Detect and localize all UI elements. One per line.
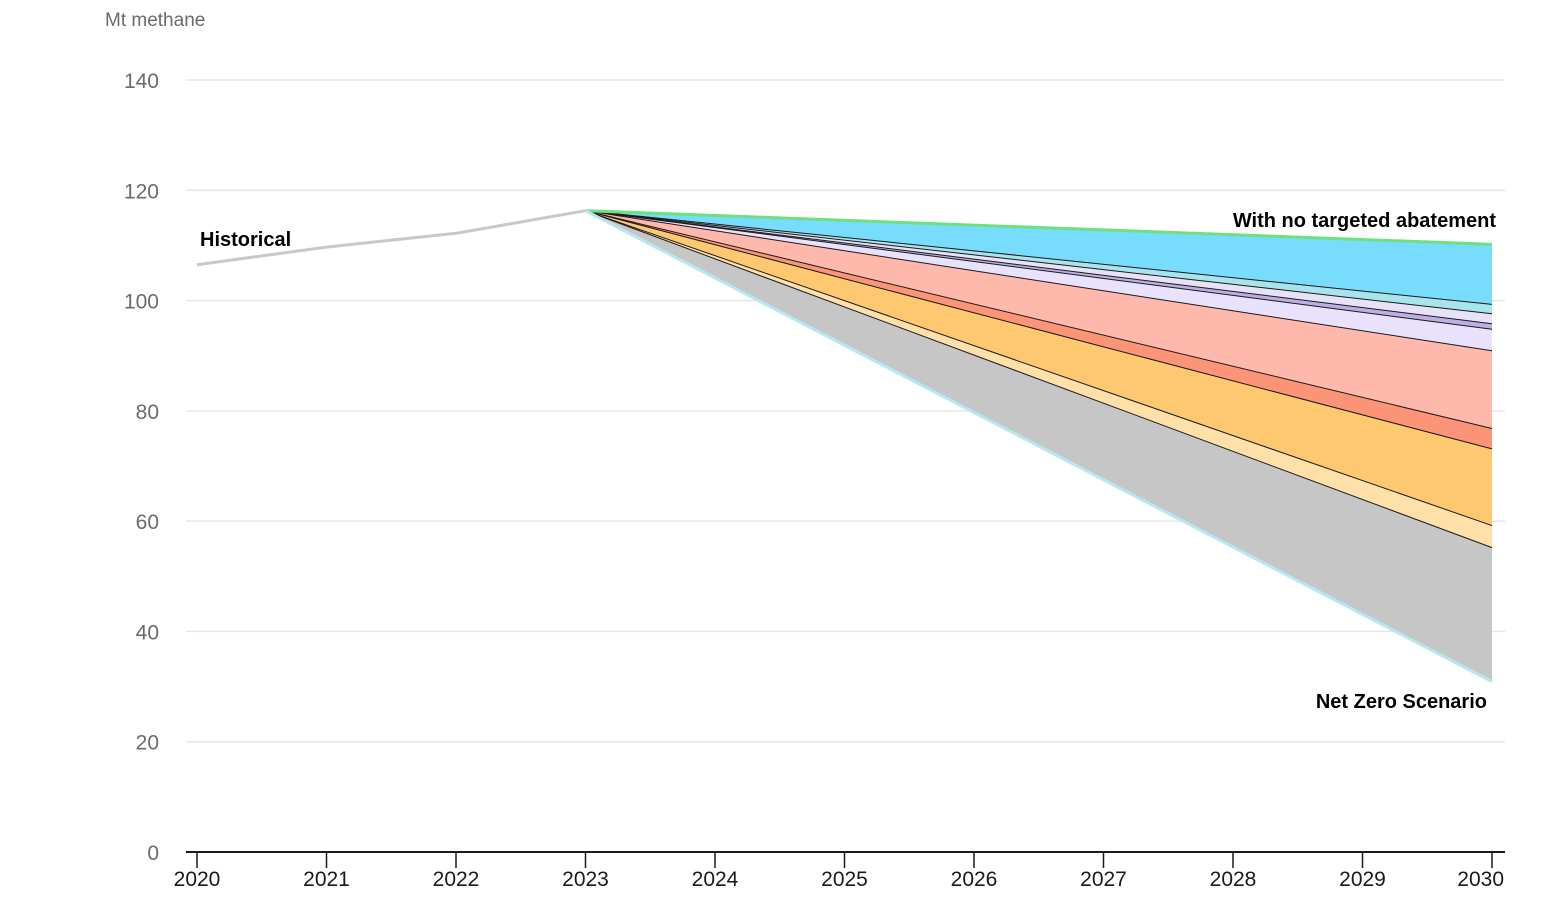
band-boundary-1 — [585, 210, 1493, 305]
band-boundary-4 — [585, 210, 1493, 330]
y-tick-label-0: 0 — [147, 842, 159, 865]
x-tick-label-2028: 2028 — [1210, 868, 1257, 891]
band-boundary-6 — [585, 210, 1493, 429]
y-tick-label-60: 60 — [136, 511, 159, 534]
x-tick-label-2022: 2022 — [433, 868, 480, 891]
net-zero-label: Net Zero Scenario — [1316, 691, 1487, 713]
band-boundary-9 — [585, 210, 1493, 549]
y-tick-label-120: 120 — [124, 180, 159, 203]
series-lines — [196, 209, 1493, 683]
x-tick-label-2024: 2024 — [692, 868, 739, 891]
x-tick-label-2026: 2026 — [951, 868, 998, 891]
x-tick-label-2029: 2029 — [1339, 868, 1386, 891]
band-boundary-2 — [585, 210, 1493, 315]
x-tick-label-2023: 2023 — [562, 868, 609, 891]
y-tick-label-140: 140 — [124, 70, 159, 93]
x-tick-label-2030: 2030 — [1457, 868, 1504, 891]
y-tick-label-80: 80 — [136, 401, 159, 424]
x-tick-label-2027: 2027 — [1080, 868, 1127, 891]
band-boundary-5 — [585, 210, 1493, 352]
band-boundary-3 — [585, 210, 1493, 325]
y-axis-label: Mt methane — [105, 10, 205, 31]
band-boundary-8 — [585, 210, 1493, 527]
y-tick-label-20: 20 — [136, 732, 159, 755]
y-tick-labels: 0 20 40 60 80 100 120 140 — [124, 70, 159, 865]
historical-label: Historical — [200, 229, 291, 251]
x-tick-label-2021: 2021 — [303, 868, 350, 891]
x-tick-label-2020: 2020 — [174, 868, 221, 891]
y-tick-label-40: 40 — [136, 621, 159, 644]
historical-line — [196, 209, 586, 267]
no-abatement-label: With no targeted abatement — [1233, 210, 1497, 232]
x-tick-label-2025: 2025 — [821, 868, 868, 891]
band-boundary-7 — [585, 210, 1493, 450]
no-abatement-line — [585, 209, 1493, 246]
y-tick-label-100: 100 — [124, 291, 159, 314]
net-zero-line — [584, 209, 1493, 683]
x-axis: 2020 2021 2022 2023 2024 2025 2026 2027 2028 2029… — [174, 851, 1505, 891]
